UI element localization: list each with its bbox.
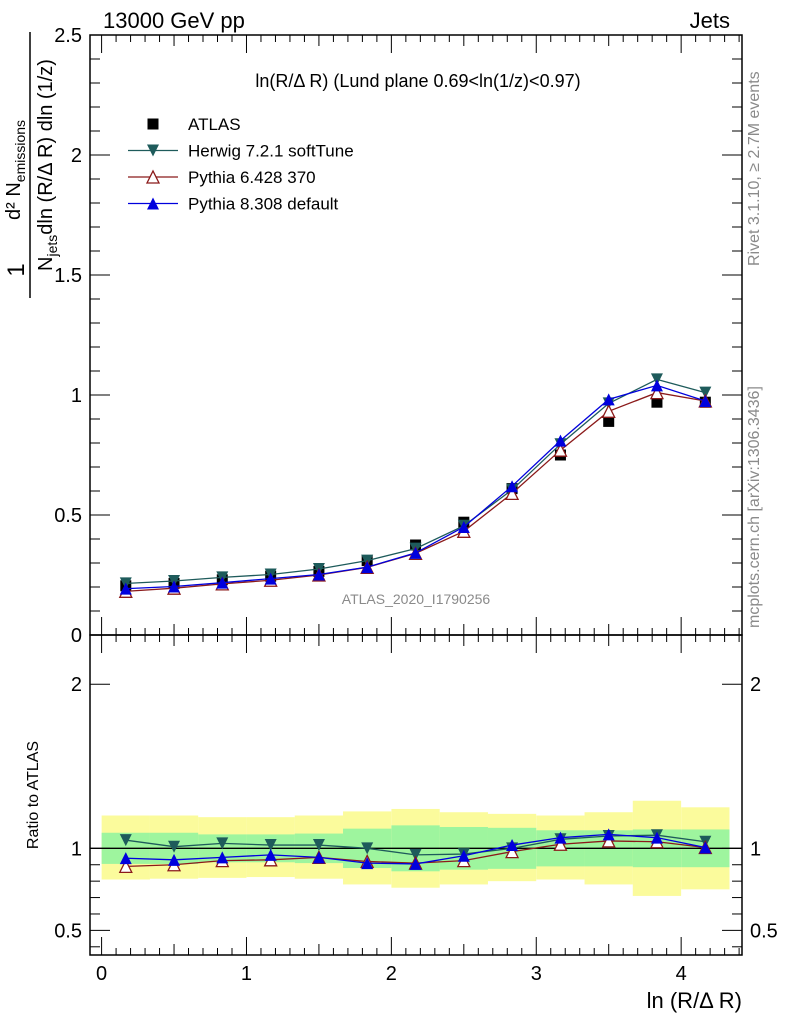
main-y-tick-label: 2	[71, 145, 82, 167]
ratio-data-point	[409, 848, 422, 861]
ratio-plot-series	[118, 828, 713, 874]
ratio-data-point	[506, 839, 519, 852]
main-data-point	[505, 485, 520, 501]
legend-marker	[147, 118, 159, 130]
ylabel-numer: d² Nemissions	[3, 120, 28, 220]
ratio-y-tick-label-right: 2	[750, 674, 761, 696]
ylabel-numer-text: d² N	[3, 182, 25, 220]
main-data-point	[264, 572, 277, 585]
ratio-data-point	[601, 833, 616, 848]
ratio-data-point	[361, 857, 374, 870]
ylabel-njets: N	[35, 256, 57, 270]
main-data-point	[216, 576, 229, 589]
main-data-point	[649, 385, 665, 400]
main-data-point	[651, 396, 663, 408]
ratio-plot-border	[89, 634, 743, 956]
ylabel-one: 1	[3, 263, 30, 276]
legend-entry: Pythia 8.308 default	[188, 195, 339, 214]
ratio-data-point	[553, 836, 568, 851]
main-data-point	[650, 379, 663, 392]
ratio-plot-frame: 0 1 2 3 4 0.5 0.5 1 1 2 2	[54, 634, 778, 985]
ratio-data-point	[168, 840, 181, 853]
ratio-y-tick-label-right: 1	[750, 838, 761, 860]
ratio-data-point	[554, 831, 567, 844]
main-data-point	[409, 546, 422, 559]
x-tick-label: 2	[386, 963, 397, 985]
ratio-data-point	[699, 841, 712, 854]
ylabel-numer-sub: emissions	[12, 120, 28, 182]
header-right: Jets	[690, 8, 730, 33]
main-data-point	[119, 582, 132, 595]
ratio-data-point	[312, 851, 325, 864]
ratio-y-tick-label: 0.5	[54, 920, 82, 942]
main-y-tick-label: 1	[71, 385, 82, 407]
main-y-tick-label: 0	[71, 625, 82, 647]
ratio-data-point	[264, 848, 277, 861]
main-plot-series	[118, 373, 713, 598]
header-left: 13000 GeV pp	[103, 8, 245, 33]
ylabel-denom: Njetsdln (R/Δ R) dln (1/z)	[35, 59, 60, 271]
ylabel-dln: dln (R/Δ R) dln (1/z)	[35, 59, 57, 235]
plot-title: ln(R/Δ R) (Lund plane 0.69<ln(1/z)<0.97)	[255, 71, 580, 91]
main-data-point	[699, 386, 712, 399]
legend-entry: Herwig 7.2.1 softTune	[188, 142, 354, 161]
main-data-point	[603, 415, 615, 427]
main-series-3	[119, 379, 712, 595]
main-data-point	[601, 403, 616, 418]
rivet-label: Rivet 3.1.10, ≥ 2.7M events	[746, 71, 763, 266]
watermark: ATLAS_2020_I1790256	[342, 591, 491, 607]
main-y-tick-label: 2.5	[54, 25, 82, 47]
ratio-data-point	[118, 858, 133, 874]
legend-entry: ATLAS	[188, 115, 241, 134]
legend: ATLAS Herwig 7.2.1 softTune Pythia 6.428 3…	[128, 115, 354, 214]
main-data-point	[168, 580, 181, 593]
ratio-data-point	[361, 842, 374, 855]
main-y-tick-label: 0.5	[54, 505, 82, 527]
ratio-data-point	[602, 828, 615, 841]
ratio-data-point	[409, 857, 422, 870]
ratio-data-point	[168, 853, 181, 866]
ratio-y-tick-label: 1	[71, 838, 82, 860]
ratio-data-point	[650, 831, 663, 844]
main-series-0	[120, 396, 711, 592]
ratio-y-tick-label-right: 0.5	[750, 920, 778, 942]
ratio-data-point	[216, 837, 229, 850]
legend-entry: Pythia 6.428 370	[188, 168, 316, 187]
main-data-point	[361, 561, 374, 574]
x-tick-label: 3	[531, 963, 542, 985]
ratio-y-tick-label: 2	[71, 674, 82, 696]
main-data-point	[312, 568, 325, 581]
legend-marker	[145, 169, 161, 184]
main-data-point	[553, 442, 568, 457]
ratio-data-point	[119, 834, 132, 847]
ratio-data-point	[505, 844, 520, 859]
main-data-point	[554, 434, 567, 447]
main-data-point	[699, 395, 712, 407]
main-series-2	[118, 385, 713, 598]
ratio-data-point	[264, 839, 277, 852]
ratio-ylabel: Ratio to ATLAS	[25, 741, 42, 849]
ratio-data-point	[119, 852, 132, 865]
main-series-line	[125, 391, 706, 592]
main-data-point	[602, 393, 615, 406]
legend-marker	[147, 197, 159, 210]
mcplots-label: mcplots.cern.ch [arXiv:1306.3436]	[746, 386, 763, 628]
main-data-point	[506, 480, 519, 493]
main-plot-frame: 0 0.5 1 1.5 2 2.5	[54, 25, 743, 647]
ratio-data-point	[216, 851, 229, 864]
ratio-series-2	[119, 828, 712, 870]
main-y-tick-label: 1.5	[54, 265, 82, 287]
main-ylabel: 1 d² Nemissions Njetsdln (R/Δ R) dln (1/…	[3, 32, 60, 298]
ratio-data-point	[457, 849, 470, 862]
x-tick-label: 0	[96, 963, 107, 985]
legend-marker	[147, 144, 159, 157]
x-tick-label: 1	[241, 963, 252, 985]
ratio-data-point	[312, 839, 325, 852]
x-axis-label: ln (R/Δ R)	[647, 988, 742, 1013]
main-data-point	[457, 521, 470, 533]
x-tick-label: 4	[676, 963, 687, 985]
ylabel-njets-sub: jets	[44, 235, 60, 258]
